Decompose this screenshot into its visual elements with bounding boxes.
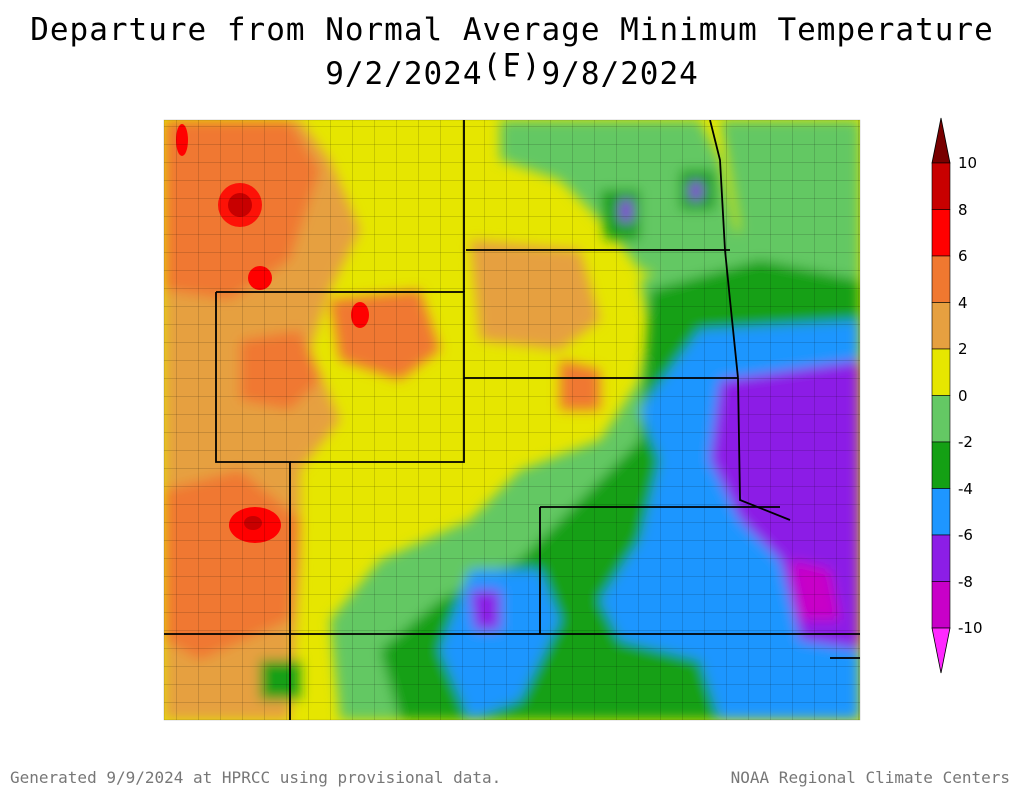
- legend-swatch: [931, 395, 951, 443]
- legend-color-bar: [931, 117, 951, 674]
- map-date-range: 9/2/2024 - 9/8/2024: [325, 56, 699, 92]
- legend-arrow-bottom: [931, 627, 951, 674]
- footer-generated-note: Generated 9/9/2024 at HPRCC using provis…: [10, 768, 502, 787]
- legend-swatch: [931, 302, 951, 350]
- map-area: [164, 120, 860, 720]
- legend-arrow-top: [931, 117, 951, 164]
- legend-tick-label: -2: [958, 433, 973, 451]
- legend-swatch: [931, 581, 951, 629]
- state-boundaries: [164, 120, 860, 720]
- legend-swatch: [931, 348, 951, 396]
- legend-tick-label: -4: [958, 479, 973, 498]
- legend-swatch: [931, 488, 951, 536]
- legend-swatch: [931, 441, 951, 489]
- legend-tick-label: 6: [958, 247, 968, 265]
- legend-tick-label: 2: [958, 340, 968, 358]
- legend-tick-label: -8: [958, 572, 973, 591]
- legend-tick-label: -6: [958, 526, 973, 544]
- legend-swatch: [931, 255, 951, 303]
- legend-swatch: [931, 534, 951, 582]
- legend-tick-label: 0: [958, 386, 968, 405]
- legend-tick-label: 4: [958, 293, 968, 312]
- legend-swatch: [931, 162, 951, 210]
- footer-credit: NOAA Regional Climate Centers: [730, 768, 1010, 787]
- map-title: Departure from Normal Average Minimum Te…: [30, 12, 994, 84]
- legend-swatch: [931, 209, 951, 257]
- legend-tick-label: -10: [958, 619, 983, 637]
- county-lines: [164, 120, 860, 720]
- legend-tick-label: 10: [958, 154, 978, 172]
- legend-tick-label: 8: [958, 200, 968, 219]
